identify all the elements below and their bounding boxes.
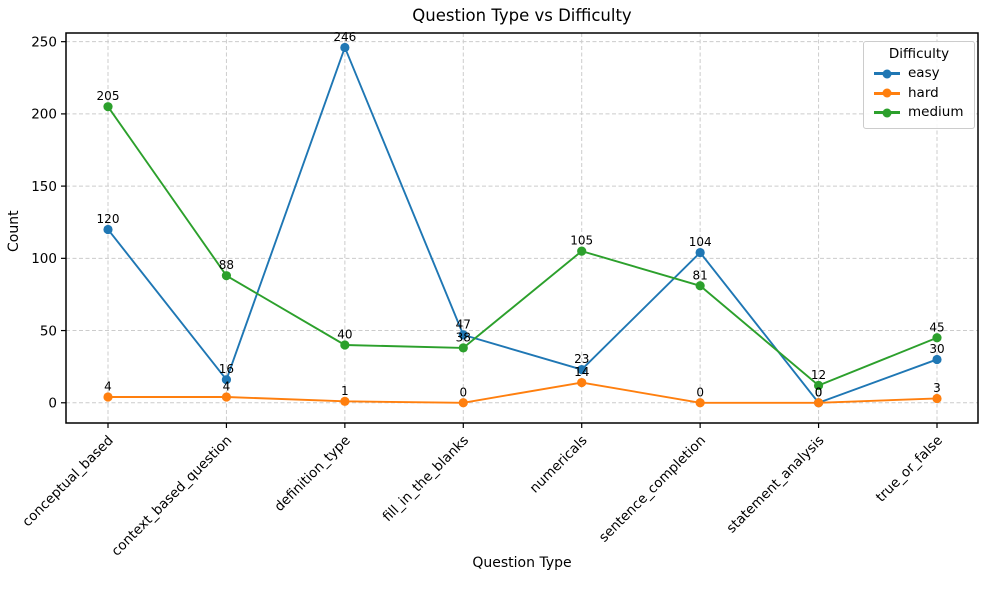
legend-marker-dot (882, 108, 892, 118)
data-point-easy (577, 364, 587, 375)
x-tick-label: definition_type (271, 433, 353, 515)
point-label: 16 (219, 362, 234, 376)
point-label: 4 (104, 380, 112, 394)
point-label: 30 (929, 342, 944, 356)
point-label: 81 (693, 268, 708, 282)
point-label: 0 (459, 385, 467, 399)
legend-label: hard (908, 84, 939, 101)
x-tick-label: context_based_question (108, 433, 235, 560)
point-label: 105 (570, 234, 593, 248)
data-point-medium (577, 246, 587, 256)
data-point-easy (932, 354, 942, 365)
y-axis-label: Count (6, 210, 22, 252)
point-label: 38 (456, 330, 471, 344)
legend-line-sample (874, 88, 900, 98)
point-label: 14 (574, 365, 589, 379)
chart-title: Question Type vs Difficulty (412, 6, 632, 25)
series-line-hard (108, 381, 938, 404)
x-tick-label: fill_in_the_blanks (380, 433, 472, 525)
data-point-easy (695, 247, 705, 258)
data-point-hard (340, 396, 350, 406)
point-label: 47 (456, 317, 471, 331)
legend-item-hard: hard (870, 84, 968, 104)
data-point-hard (813, 398, 824, 408)
data-point-medium (695, 281, 705, 291)
point-label: 0 (815, 385, 823, 399)
legend-label: medium (908, 104, 964, 120)
legend-line-sample (874, 108, 900, 118)
point-label: 1 (341, 384, 349, 398)
point-label: 23 (574, 352, 589, 366)
data-point-medium (813, 380, 824, 391)
data-point-medium (458, 343, 468, 353)
point-label: 0 (696, 385, 704, 399)
point-label: 104 (689, 235, 712, 249)
point-label: 45 (929, 320, 944, 334)
y-tick-label: 50 (40, 323, 57, 339)
point-label: 0 (815, 385, 823, 399)
plot-border (65, 32, 979, 424)
x-tick-label: statement_analysis (724, 433, 828, 537)
legend-marker-dot (882, 69, 892, 79)
data-point-medium (932, 333, 942, 343)
point-label: 246 (333, 30, 356, 44)
legend-label: easy (908, 65, 940, 81)
legend: Difficulty easy hard medium (863, 41, 975, 129)
data-point-hard (458, 398, 468, 408)
data-point-easy (458, 330, 468, 340)
y-tick-label: 150 (31, 179, 57, 195)
y-tick-label: 0 (48, 396, 57, 412)
y-tick-label: 250 (31, 34, 57, 50)
y-tick-label: 100 (31, 251, 57, 267)
data-point-hard (103, 392, 113, 402)
data-point-hard (577, 377, 587, 388)
data-point-medium (340, 340, 350, 350)
x-tick-label: numericals (527, 433, 591, 497)
legend-marker-dot (882, 88, 892, 98)
data-point-easy (221, 375, 232, 385)
x-tick-label: conceptual_based (19, 433, 117, 531)
point-label: 12 (811, 368, 826, 382)
point-label: 4 (223, 380, 231, 394)
data-point-hard (932, 393, 942, 404)
legend-title: Difficulty (888, 46, 950, 62)
data-point-easy (340, 42, 350, 53)
point-label: 40 (337, 328, 352, 342)
data-point-medium (221, 271, 232, 281)
data-point-easy (103, 224, 113, 235)
data-point-medium (103, 102, 113, 112)
legend-item-easy: easy (870, 64, 968, 84)
series-line-medium (107, 106, 938, 387)
legend-item-medium: medium (870, 103, 968, 123)
data-point-hard (695, 398, 705, 408)
x-axis-label: Question Type (472, 555, 572, 571)
x-tick-label: true_or_false (873, 433, 946, 506)
data-point-hard (221, 392, 232, 402)
legend-items: easy hard medium (870, 64, 968, 123)
point-label: 120 (97, 212, 120, 226)
point-label: 3 (933, 381, 941, 395)
x-tick-label: sentence_completion (596, 433, 709, 546)
y-tick-label: 200 (31, 107, 57, 123)
point-label: 205 (97, 89, 120, 103)
series-line-easy (107, 46, 938, 404)
legend-line-sample (874, 69, 900, 79)
point-label: 88 (219, 258, 234, 272)
